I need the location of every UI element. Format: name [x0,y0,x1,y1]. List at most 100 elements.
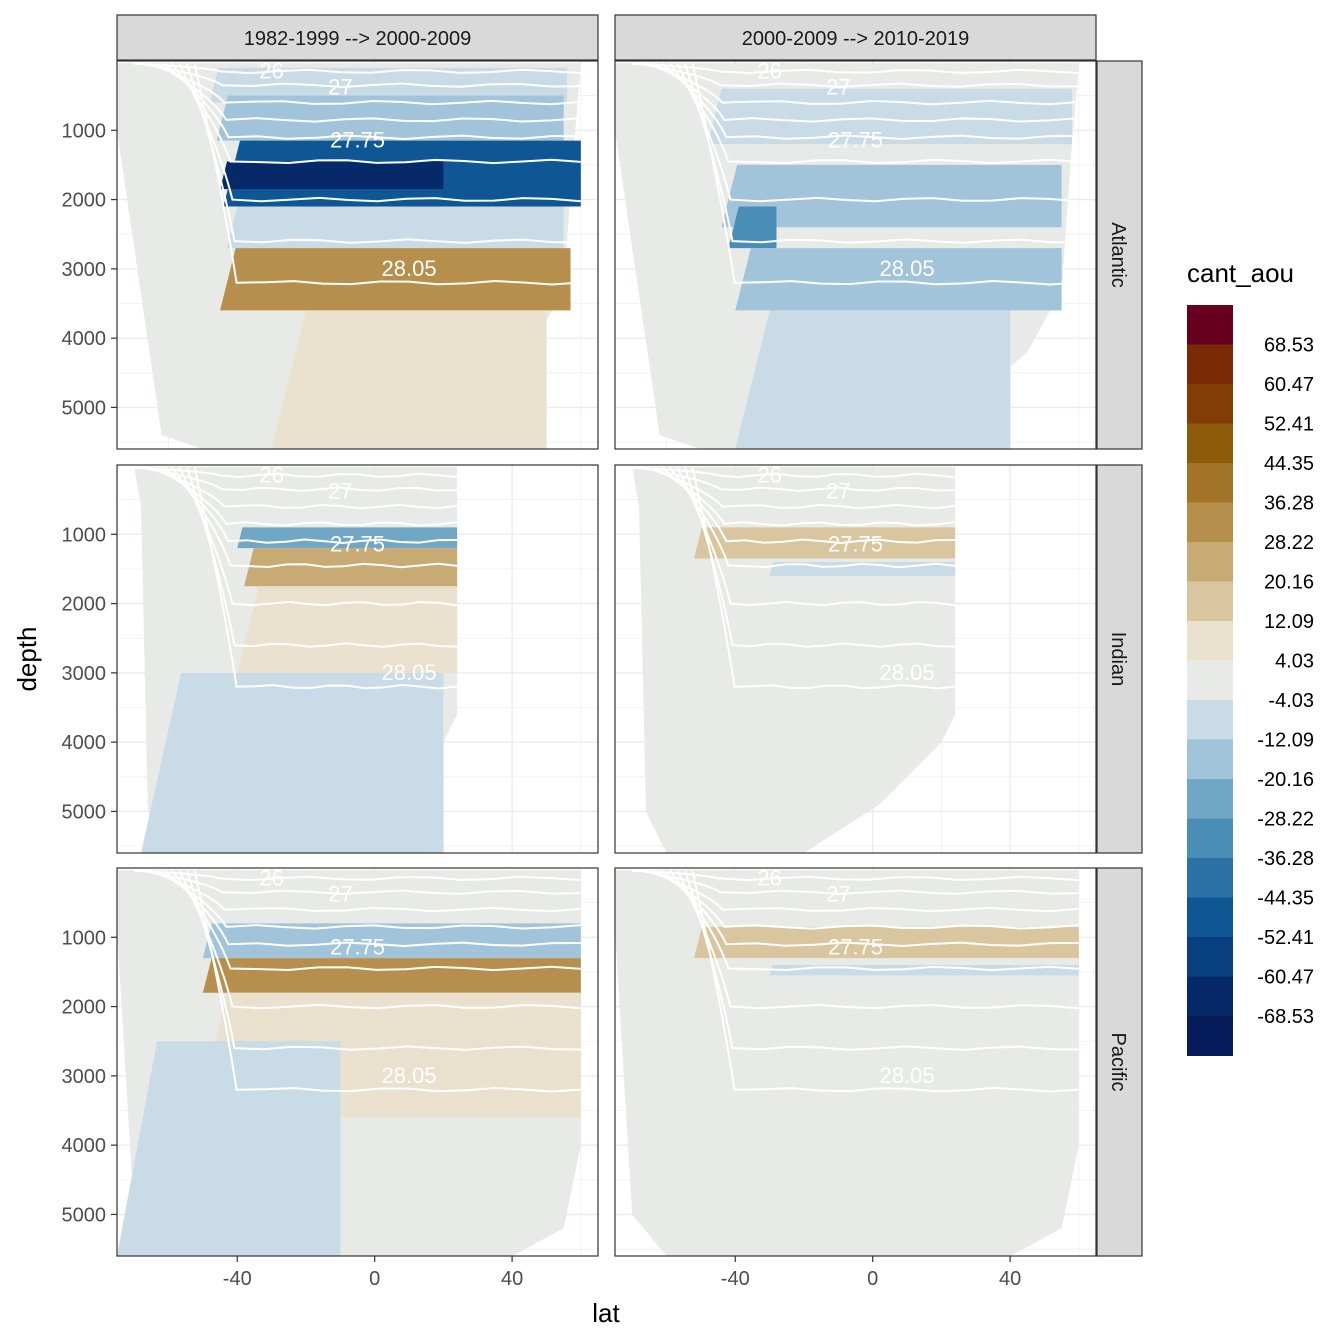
anomaly-band [226,206,564,249]
panel-atlantic-period-2: 26 27 27.75 28.05 [614,58,1097,450]
isopycnal-label: 28.05 [880,660,935,685]
isopycnal-label: 27.75 [828,935,883,960]
panel-isopycnals: 26 27 27.75 28.05 [134,58,581,286]
panel-isopycnals: 26 27 27.75 28.05 [134,865,581,1093]
isopycnal-label: 27.75 [330,935,385,960]
legend-swatch [1187,423,1233,464]
isopycnal-line [193,467,458,690]
isopycnal-label: 26 [259,58,283,83]
isopycnal-line [684,870,1079,1051]
panel-bands [615,870,1079,1256]
isopycnal-line [684,467,956,648]
isopycnal-label: 28.05 [880,1063,935,1088]
legend-swatch [1187,858,1233,898]
isopycnal-line [684,63,1079,244]
anomaly-band [117,1041,341,1256]
anomaly-band [707,88,1072,145]
legend-break-label: 20.16 [1264,572,1314,594]
y-tick-label: 2000 [62,594,107,616]
panel-bands [117,63,581,449]
panel-bands [117,870,581,1256]
y-tick-label: 1000 [62,927,107,949]
legend-break-label: -20.16 [1257,769,1314,791]
isopycnal-line [186,467,458,648]
legend-swatch [1187,897,1233,938]
legend-break-label: -52.41 [1257,927,1314,949]
isopycnal-line [676,870,1079,1010]
isopycnal-line [178,63,581,203]
legend-swatch [1187,344,1233,385]
isopycnal-line [632,62,1079,75]
legend-break-label: 60.47 [1264,374,1314,396]
isopycnal-line [691,467,956,690]
legend-swatch [1187,976,1233,1017]
isopycnal-line [178,870,581,1010]
y-tick-label: 2000 [62,997,107,1019]
isopycnal-label: 28.05 [880,256,935,281]
isopycnal-line [691,870,1079,1093]
y-tick-label: 5000 [62,1204,107,1226]
anomaly-band [271,310,547,449]
isopycnal-label: 27.75 [330,532,385,557]
panel-bands [615,63,1079,449]
isopycnal-line [134,869,581,882]
panel-pacific-period-2: 26 27 27.75 28.05 [614,865,1097,1257]
legend-swatch [1187,502,1233,543]
isopycnal-label: 26 [259,865,283,890]
y-tick-label: 4000 [62,328,107,350]
anomaly-band [220,161,444,190]
row-strip-0-label: Atlantic [1107,222,1129,288]
row-strip-2: Pacific [1096,867,1143,1257]
isopycnal-label: 27 [826,74,850,99]
legend-swatch [1187,542,1233,582]
y-tick-label: 5000 [62,397,107,419]
isopycnal-line [632,869,1079,882]
x-tick-label: -40 [721,1268,750,1290]
isopycnal-line [676,63,1079,203]
legend-break-label: -12.09 [1257,730,1314,752]
panel-isopycnals: 26 27 27.75 28.05 [632,58,1079,286]
legend-swatch [1187,463,1233,503]
legend-swatch [1187,581,1233,622]
row-strip-1: Indian [1096,464,1143,854]
isopycnal-label: 26 [757,865,781,890]
legend-swatch [1187,305,1233,345]
legend-swatch [1187,779,1233,819]
isopycnal-label: 28.05 [382,256,437,281]
column-strip-0: 1982-1999 --> 2000-2009 [116,14,599,61]
panel-isopycnals: 26 27 27.75 28.05 [632,465,956,690]
column-strip-0-label: 1982-1999 --> 2000-2009 [244,28,471,50]
isopycnal-label: 28.05 [382,660,437,685]
y-tick-label: 3000 [62,1066,107,1088]
isopycnal-label: 27 [826,881,850,906]
isopycnal-line [178,467,458,607]
legend-break-label: 68.53 [1264,335,1314,357]
y-tick-label: 1000 [62,120,107,142]
y-tick-label: 5000 [62,801,107,823]
legend-break-label: 28.22 [1264,532,1314,554]
legend-break-label: 36.28 [1264,493,1314,515]
panel-isopycnals: 26 27 27.75 28.05 [134,462,458,690]
isopycnal-label: 27 [328,881,352,906]
y-tick-label: 4000 [62,732,107,754]
legend-swatch [1187,621,1233,661]
isopycnal-line [193,870,581,1093]
anomaly-band [216,95,564,141]
anomaly-band [202,923,581,959]
legend-swatch [1187,818,1233,859]
isopycnal-line [676,467,956,607]
legend-break-label: -28.22 [1257,809,1314,831]
legend-break-label: -60.47 [1257,967,1314,989]
isopycnal-label: 27.75 [828,128,883,153]
anomaly-band [244,548,458,587]
anomaly-band [237,586,458,673]
isopycnal-label: 26 [757,58,781,83]
legend-swatch [1187,660,1233,701]
isopycnal-line [134,62,581,75]
column-strip-1: 2000-2009 --> 2010-2019 [614,14,1097,61]
y-tick-label: 2000 [62,190,107,212]
legend-swatch [1187,700,1233,740]
isopycnal-label: 26 [259,462,283,487]
legend-break-label: 44.35 [1264,453,1314,475]
